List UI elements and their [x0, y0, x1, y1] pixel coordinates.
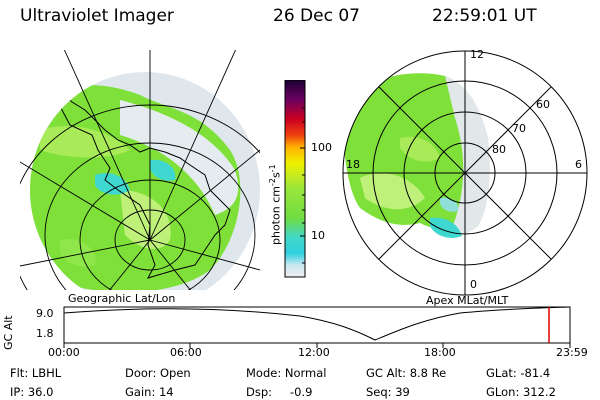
instrument-title: Ultraviolet Imager	[20, 6, 174, 26]
lon-grid	[20, 50, 260, 290]
altitude-tick-1.8: 1.8	[36, 327, 54, 340]
x-tick-0000: 00:00	[48, 346, 80, 359]
x-tick-2359: 23:59	[556, 346, 588, 359]
altitude-tick-9.0: 9.0	[36, 307, 54, 320]
altitude-plot-frame	[63, 306, 571, 344]
info-door: Door: Open	[125, 366, 191, 380]
info-mode: Mode: Normal	[246, 366, 327, 380]
info-glat: GLat: -81.4	[486, 366, 551, 380]
info-dsp-value: -0.9	[290, 385, 313, 399]
mlat-label-80: 80	[492, 143, 506, 156]
magnetic-caption: Apex MLat/MLT	[426, 294, 509, 307]
info-dsp-label: Dsp:	[246, 385, 273, 399]
x-tick-0600: 06:00	[170, 346, 202, 359]
colorbar-unit-label: photon cm-2s-1	[268, 164, 283, 245]
altitude-curve	[63, 306, 571, 341]
mlt-label-12: 12	[470, 48, 484, 61]
info-gc-alt: GC Alt: 8.8 Re	[366, 366, 447, 380]
geographic-caption: Geographic Lat/Lon	[68, 292, 176, 305]
info-ip: IP: 36.0	[10, 385, 54, 399]
mlt-label-6: 6	[575, 158, 582, 171]
date-label: 26 Dec 07	[273, 6, 360, 26]
altitude-plot	[63, 306, 571, 348]
mlt-label-18: 18	[346, 158, 360, 171]
geographic-polar-image	[20, 50, 260, 290]
mlt-spokes	[343, 51, 587, 295]
info-glon: GLon: 312.2	[486, 385, 556, 399]
info-gain: Gain: 14	[125, 385, 174, 399]
x-tick-1800: 18:00	[424, 346, 456, 359]
time-label: 22:59:01 UT	[432, 6, 537, 26]
color-bar	[284, 80, 306, 278]
info-filter: Flt: LBHL	[10, 366, 62, 380]
mlt-label-0: 0	[470, 278, 477, 291]
colorbar-tick-100: 100	[311, 141, 332, 154]
info-seq: Seq: 39	[366, 385, 410, 399]
x-tick-1200: 12:00	[298, 346, 330, 359]
magnetic-polar-plot	[342, 50, 588, 296]
colorbar-tick-10: 10	[311, 229, 325, 242]
mlat-label-60: 60	[536, 98, 550, 111]
continent-outline	[44, 91, 231, 279]
mlat-label-70: 70	[512, 122, 526, 135]
